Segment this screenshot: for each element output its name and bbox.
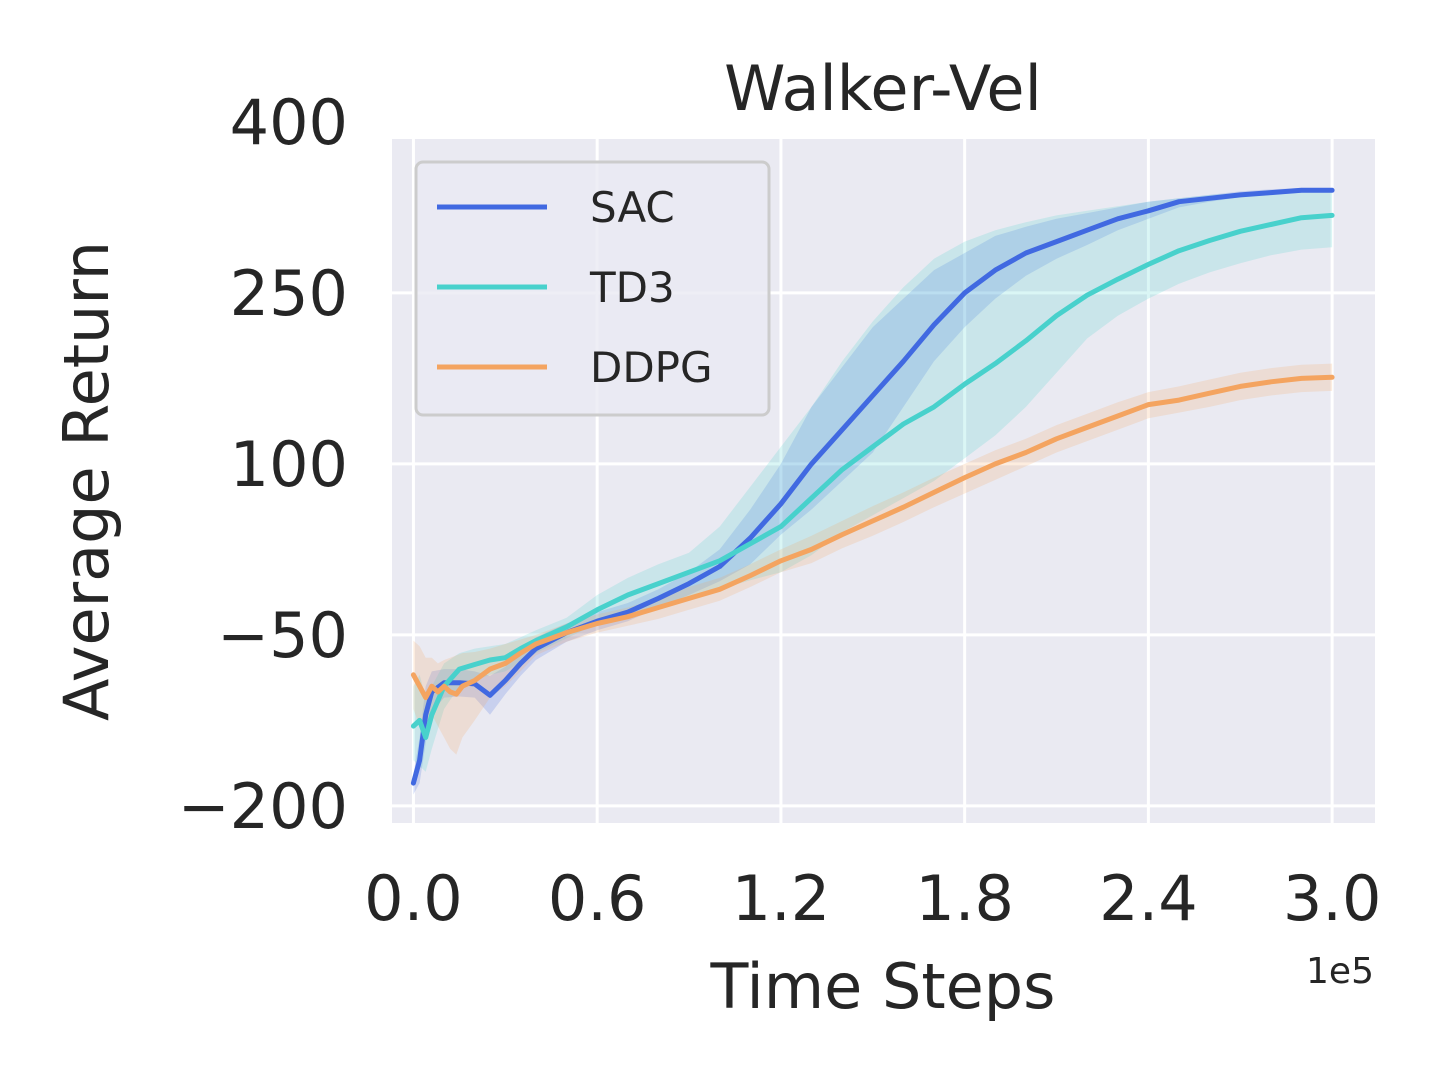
x-tick-label: 2.4 bbox=[1099, 862, 1198, 935]
x-tick-label: 1.2 bbox=[732, 862, 831, 935]
y-axis-label: Average Return bbox=[50, 241, 123, 721]
x-tick-label: 0.6 bbox=[548, 862, 647, 935]
y-tick-label: −50 bbox=[217, 599, 348, 672]
legend-box bbox=[414, 160, 771, 417]
x-axis-label: Time Steps bbox=[710, 950, 1056, 1023]
x-tick-label: 1.8 bbox=[915, 862, 1014, 935]
x-offset-label: 1e5 bbox=[1306, 951, 1374, 992]
series-lines bbox=[410, 187, 1335, 786]
sac-line bbox=[410, 187, 1335, 786]
x-tick-label: 3.0 bbox=[1283, 862, 1382, 935]
confidence-bands bbox=[413, 188, 1333, 795]
legend-label-td3: TD3 bbox=[589, 263, 675, 312]
y-tick-label: 400 bbox=[230, 86, 348, 159]
legend: SAC TD3 DDPG bbox=[414, 160, 771, 417]
legend-label-ddpg: DDPG bbox=[590, 343, 713, 392]
legend-label-sac: SAC bbox=[590, 183, 675, 232]
y-tick-labels: −200 −50 100 250 400 bbox=[178, 86, 348, 843]
chart-title: Walker-Vel bbox=[724, 52, 1042, 125]
x-tick-labels: 0.0 0.6 1.2 1.8 2.4 3.0 bbox=[364, 862, 1381, 935]
ddpg-line bbox=[410, 374, 1335, 701]
y-tick-label: 250 bbox=[230, 257, 348, 330]
y-tick-label: 100 bbox=[230, 428, 348, 501]
y-tick-label: −200 bbox=[178, 770, 348, 843]
x-tick-label: 0.0 bbox=[364, 862, 463, 935]
td3-band bbox=[413, 188, 1333, 772]
td3-line bbox=[410, 212, 1335, 740]
